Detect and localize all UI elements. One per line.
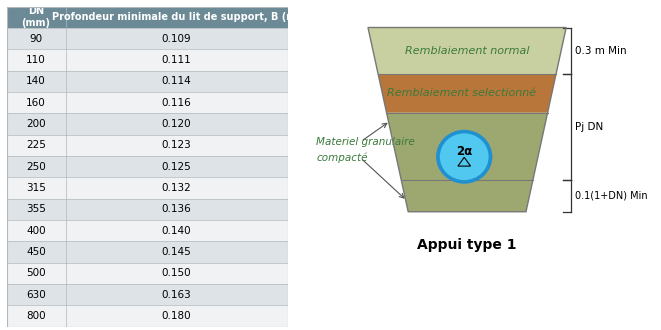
- Bar: [65, 135, 288, 156]
- Polygon shape: [387, 113, 547, 212]
- Circle shape: [440, 133, 488, 180]
- Bar: [65, 49, 288, 71]
- Text: 0.116: 0.116: [162, 98, 192, 108]
- Bar: [65, 7, 288, 28]
- Text: 0.136: 0.136: [162, 204, 192, 214]
- Text: 0.150: 0.150: [162, 268, 192, 278]
- Text: 0.163: 0.163: [162, 290, 192, 300]
- Text: Profondeur minimale du lit de support, B (m): Profondeur minimale du lit de support, B…: [52, 12, 301, 22]
- Text: compacté: compacté: [316, 153, 368, 163]
- Polygon shape: [368, 27, 566, 74]
- Text: 0.125: 0.125: [162, 162, 192, 172]
- Bar: [65, 28, 288, 49]
- Text: 160: 160: [26, 98, 46, 108]
- Bar: [7, 284, 65, 305]
- Bar: [65, 263, 288, 284]
- Text: 200: 200: [26, 119, 46, 129]
- Bar: [65, 71, 288, 92]
- Bar: [7, 113, 65, 135]
- Text: 0.109: 0.109: [162, 34, 192, 44]
- Text: 0.145: 0.145: [162, 247, 192, 257]
- Bar: [7, 263, 65, 284]
- Bar: [7, 305, 65, 327]
- Text: 400: 400: [26, 226, 46, 236]
- Text: 110: 110: [26, 55, 46, 65]
- Text: Appui type 1: Appui type 1: [417, 238, 517, 252]
- Bar: [65, 177, 288, 199]
- Text: 90: 90: [30, 34, 43, 44]
- Bar: [7, 49, 65, 71]
- Bar: [7, 177, 65, 199]
- Bar: [7, 92, 65, 113]
- Text: Pj DN: Pj DN: [575, 122, 603, 132]
- Text: 450: 450: [26, 247, 46, 257]
- Bar: [65, 241, 288, 263]
- Bar: [7, 71, 65, 92]
- Bar: [65, 199, 288, 220]
- Text: 225: 225: [26, 140, 46, 150]
- Text: 500: 500: [26, 268, 46, 278]
- Bar: [65, 113, 288, 135]
- Text: 2α: 2α: [456, 145, 473, 158]
- Bar: [7, 220, 65, 241]
- Text: Materiel granulaire: Materiel granulaire: [316, 137, 415, 147]
- Text: 0.3 m Min: 0.3 m Min: [575, 46, 627, 56]
- Bar: [7, 156, 65, 177]
- Text: 315: 315: [26, 183, 46, 193]
- Text: 0.111: 0.111: [162, 55, 192, 65]
- Bar: [65, 305, 288, 327]
- Text: DN
(mm): DN (mm): [22, 7, 51, 28]
- Text: 0.180: 0.180: [162, 311, 192, 321]
- Bar: [65, 156, 288, 177]
- Text: 0.120: 0.120: [162, 119, 192, 129]
- Bar: [65, 220, 288, 241]
- Text: Remblaiement selectionné: Remblaiement selectionné: [387, 88, 536, 98]
- Circle shape: [436, 130, 492, 184]
- Text: 0.114: 0.114: [162, 76, 192, 86]
- Text: 630: 630: [26, 290, 46, 300]
- Text: Remblaiement normal: Remblaiement normal: [405, 46, 529, 56]
- Text: 140: 140: [26, 76, 46, 86]
- Text: 0.123: 0.123: [162, 140, 192, 150]
- Bar: [65, 284, 288, 305]
- Text: 250: 250: [26, 162, 46, 172]
- Bar: [7, 135, 65, 156]
- Bar: [7, 7, 65, 28]
- Bar: [7, 241, 65, 263]
- Text: 0.140: 0.140: [162, 226, 192, 236]
- Text: 0.132: 0.132: [162, 183, 192, 193]
- Text: 0.1(1+DN) Min: 0.1(1+DN) Min: [575, 191, 647, 201]
- Bar: [7, 28, 65, 49]
- Bar: [7, 199, 65, 220]
- Polygon shape: [378, 74, 556, 113]
- Text: 800: 800: [26, 311, 46, 321]
- Bar: [65, 92, 288, 113]
- Text: 355: 355: [26, 204, 46, 214]
